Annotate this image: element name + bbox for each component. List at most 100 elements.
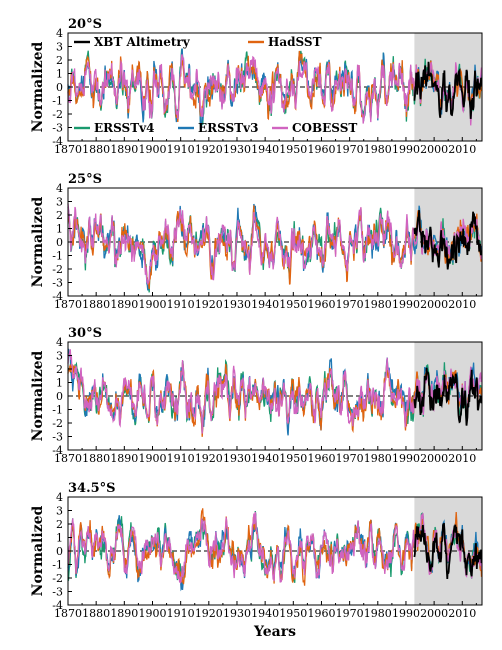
x-tick-label: 1870 [54,143,82,156]
x-tick-label: 1930 [223,143,251,156]
y-tick-label: 1 [56,532,63,545]
x-tick-label: 2010 [448,143,476,156]
x-tick-label: 1870 [54,607,82,620]
y-tick-label: 0 [56,390,63,403]
x-tick-label: 1890 [110,607,138,620]
x-tick-label: 1910 [167,607,195,620]
x-tick-label: 1890 [110,452,138,465]
x-tick-label: 1920 [195,607,223,620]
x-tick-label: 1900 [138,607,166,620]
y-tick-label: 4 [56,182,63,195]
x-tick-label: 1970 [336,452,364,465]
x-tick-label: 1960 [307,143,335,156]
legend-label: ERSSTv3 [198,121,258,135]
legend-label: COBESST [292,121,357,135]
x-tick-label: 1960 [307,452,335,465]
y-tick-label: -2 [52,417,63,430]
x-tick-label: 1940 [251,143,279,156]
y-tick-label: 3 [56,350,63,363]
x-tick-label: 2010 [448,298,476,311]
series-xbt-altimetry [413,61,483,119]
y-tick-label: -2 [52,263,63,276]
y-tick-label: -3 [52,122,63,135]
x-tick-label: 1930 [223,607,251,620]
y-tick-label: -3 [52,586,63,599]
y-tick-label: 2 [56,363,63,376]
x-tick-label: 1940 [251,452,279,465]
y-tick-label: 2 [56,209,63,222]
y-tick-label: 2 [56,518,63,531]
legend-label: XBT Altimetry [94,35,191,49]
x-tick-label: 2000 [420,607,448,620]
x-tick-label: 1890 [110,298,138,311]
x-tick-label: 1980 [364,607,392,620]
y-tick-label: -1 [52,95,63,108]
y-tick-label: -4 [52,135,63,148]
y-tick-label: -4 [52,290,63,303]
x-tick-label: 1880 [82,607,110,620]
y-tick-label: 1 [56,377,63,390]
y-tick-label: 0 [56,81,63,94]
x-tick-label: 1940 [251,298,279,311]
x-tick-label: 1920 [195,143,223,156]
y-tick-label: 3 [56,505,63,518]
panel-title: 25°S [68,172,102,187]
x-tick-label: 1970 [336,298,364,311]
x-tick-label: 1910 [167,452,195,465]
y-tick-label: -1 [52,250,63,263]
x-tick-label: 1950 [279,607,307,620]
y-tick-label: -3 [52,277,63,290]
y-tick-label: -2 [52,572,63,585]
y-axis-label: Normalized [30,505,46,596]
x-tick-label: 1910 [167,143,195,156]
x-tick-label: 1960 [307,298,335,311]
x-tick-label: 1990 [392,143,420,156]
x-tick-label: 1870 [54,452,82,465]
x-tick-label: 1870 [54,298,82,311]
x-tick-label: 1880 [82,143,110,156]
x-tick-label: 1930 [223,452,251,465]
x-tick-label: 2010 [448,452,476,465]
x-tick-label: 1970 [336,607,364,620]
x-tick-label: 1900 [138,452,166,465]
y-tick-label: -3 [52,431,63,444]
y-tick-label: -1 [52,404,63,417]
x-tick-label: 2010 [448,607,476,620]
legend: XBT Altimetry HadSST ERSSTv4 ERSSTv3 COBESST [74,35,357,135]
y-tick-label: 4 [56,27,63,40]
y-axis-label: Normalized [30,350,46,441]
x-tick-label: 1950 [279,452,307,465]
y-tick-label: 1 [56,68,63,81]
series-xbt-altimetry [413,210,483,270]
y-tick-label: 0 [56,545,63,558]
y-axis-label: Normalized [30,196,46,287]
x-tick-label: 1920 [195,298,223,311]
y-tick-label: -2 [52,108,63,121]
series-cobesst [67,349,483,434]
x-tick-label: 1880 [82,298,110,311]
x-tick-label: 1990 [392,452,420,465]
x-tick-label: 1950 [279,298,307,311]
x-tick-label: 1990 [392,607,420,620]
series-cobesst [67,203,483,285]
x-tick-label: 1980 [364,143,392,156]
series-xbt-altimetry [413,522,483,579]
x-tick-label: 2000 [420,298,448,311]
legend-label: ERSSTv4 [94,121,154,135]
y-tick-label: -4 [52,444,63,457]
x-tick-label: 1910 [167,298,195,311]
series-cobesst [67,511,483,585]
x-tick-label: 1980 [364,452,392,465]
x-tick-label: 1970 [336,143,364,156]
x-tick-label: 1930 [223,298,251,311]
x-tick-label: 1890 [110,143,138,156]
x-tick-label: 1880 [82,452,110,465]
panel-title: 30°S [68,326,102,341]
x-tick-label: 1950 [279,143,307,156]
x-tick-label: 2000 [420,143,448,156]
series-xbt-altimetry [413,367,483,426]
